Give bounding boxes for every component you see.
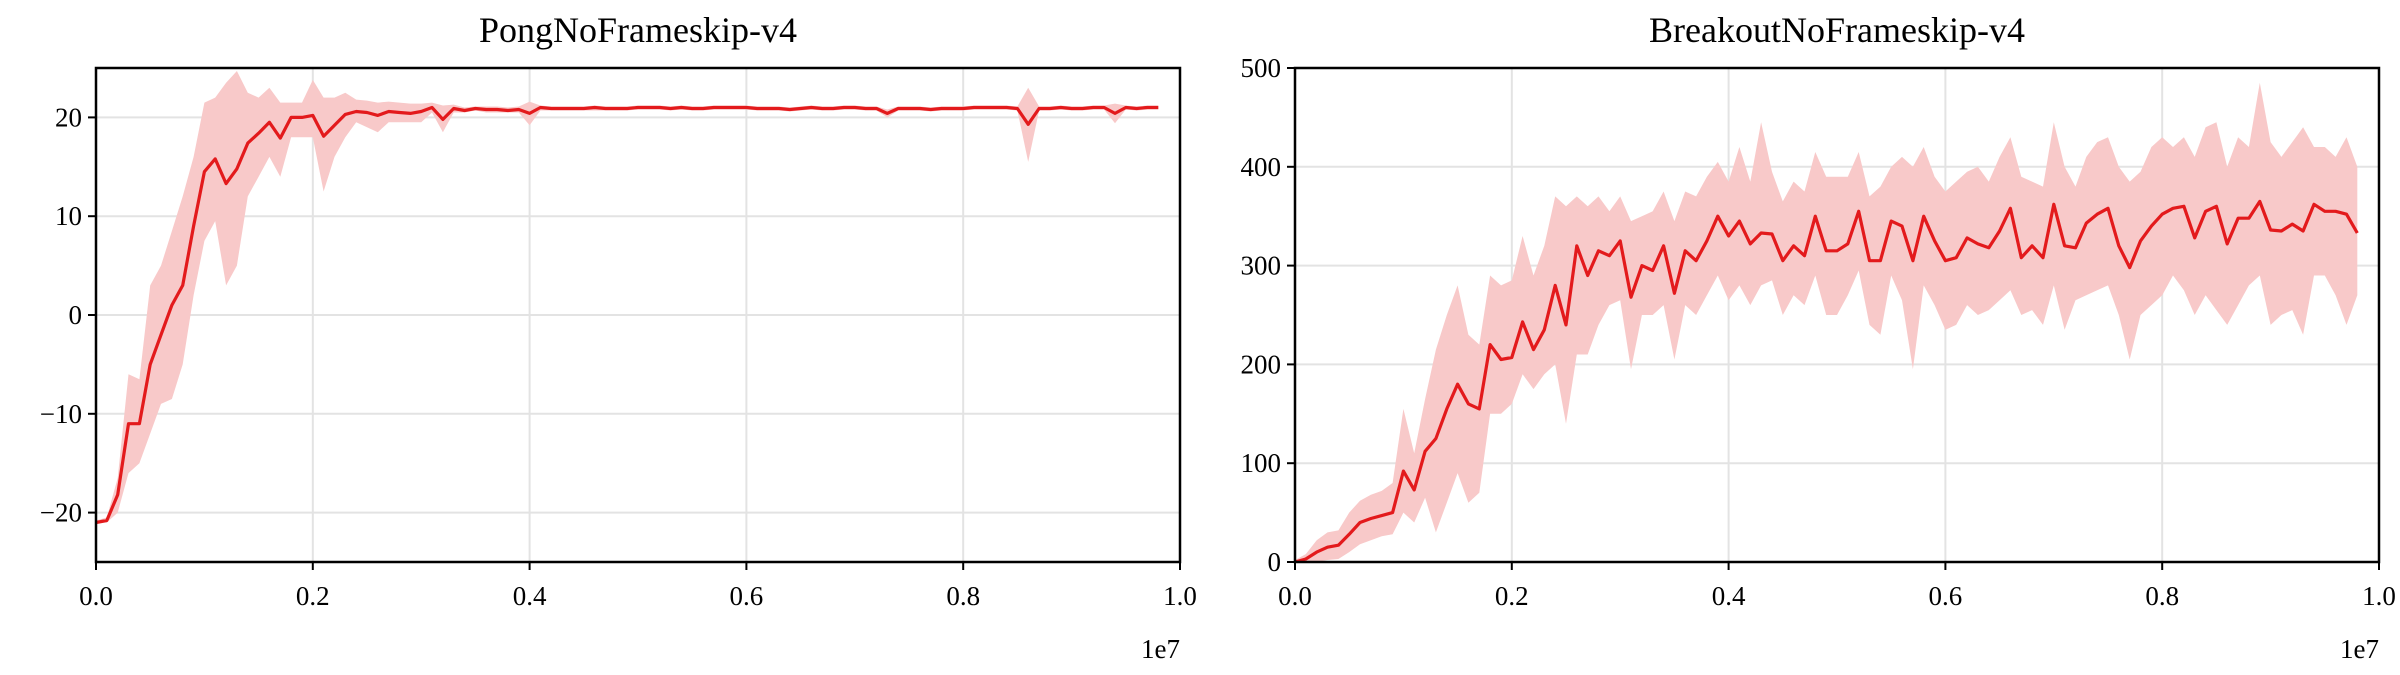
breakout-x-tick-label: 0.0: [1278, 581, 1312, 611]
pong-x-tick-label: 0.0: [79, 581, 113, 611]
breakout-confidence-band: [1295, 82, 2358, 562]
breakout-x-tick-label: 0.2: [1495, 581, 1529, 611]
pong-panel: PongNoFrameskip-v4 1e7 0.0 0.2 0.4 0.6 0.8 1.…: [40, 10, 1197, 664]
breakout-y-tick-label: 300: [1241, 251, 1282, 281]
breakout-y-tick-label: 400: [1241, 152, 1282, 182]
breakout-axes-frame: [1293, 66, 2381, 564]
pong-y-tick-label: −20: [40, 498, 82, 528]
pong-plot-area: [96, 71, 1159, 525]
breakout-y-tick-label: 500: [1241, 53, 1282, 83]
breakout-x-offset-label: 1e7: [2340, 634, 2379, 664]
breakout-title: BreakoutNoFrameskip-v4: [1649, 10, 2025, 50]
pong-y-tick-label: 10: [55, 201, 82, 231]
breakout-plot-area: [1295, 82, 2359, 562]
breakout-y-tick-label: 100: [1241, 448, 1282, 478]
breakout-x-tick-label: 0.6: [1929, 581, 1963, 611]
breakout-y-tick-label: 0: [1268, 547, 1282, 577]
pong-x-tick-label: 0.4: [513, 581, 547, 611]
pong-x-tick-label: 0.8: [946, 581, 980, 611]
pong-y-tick-label: 20: [55, 102, 82, 132]
pong-x-tick-label: 0.6: [730, 581, 764, 611]
breakout-mean-line: [1295, 199, 2359, 562]
pong-y-tick-label: −10: [40, 399, 82, 429]
pong-x-tick-label: 1.0: [1163, 581, 1197, 611]
pong-confidence-band: [96, 71, 1159, 523]
pong-title: PongNoFrameskip-v4: [479, 10, 797, 50]
pong-x-offset-label: 1e7: [1141, 634, 1180, 664]
breakout-panel: BreakoutNoFrameskip-v4 1e7 0.0 0.2 0.4 0.6 0…: [1241, 10, 2396, 664]
breakout-x-tick-label: 1.0: [2362, 581, 2396, 611]
pong-y-tick-label: 0: [69, 300, 83, 330]
pong-x-tick-label: 0.2: [296, 581, 330, 611]
breakout-x-tick-label: 0.8: [2145, 581, 2179, 611]
pong-mean-line: [96, 105, 1159, 525]
breakout-y-tick-label: 200: [1241, 349, 1282, 379]
breakout-x-tick-label: 0.4: [1712, 581, 1746, 611]
